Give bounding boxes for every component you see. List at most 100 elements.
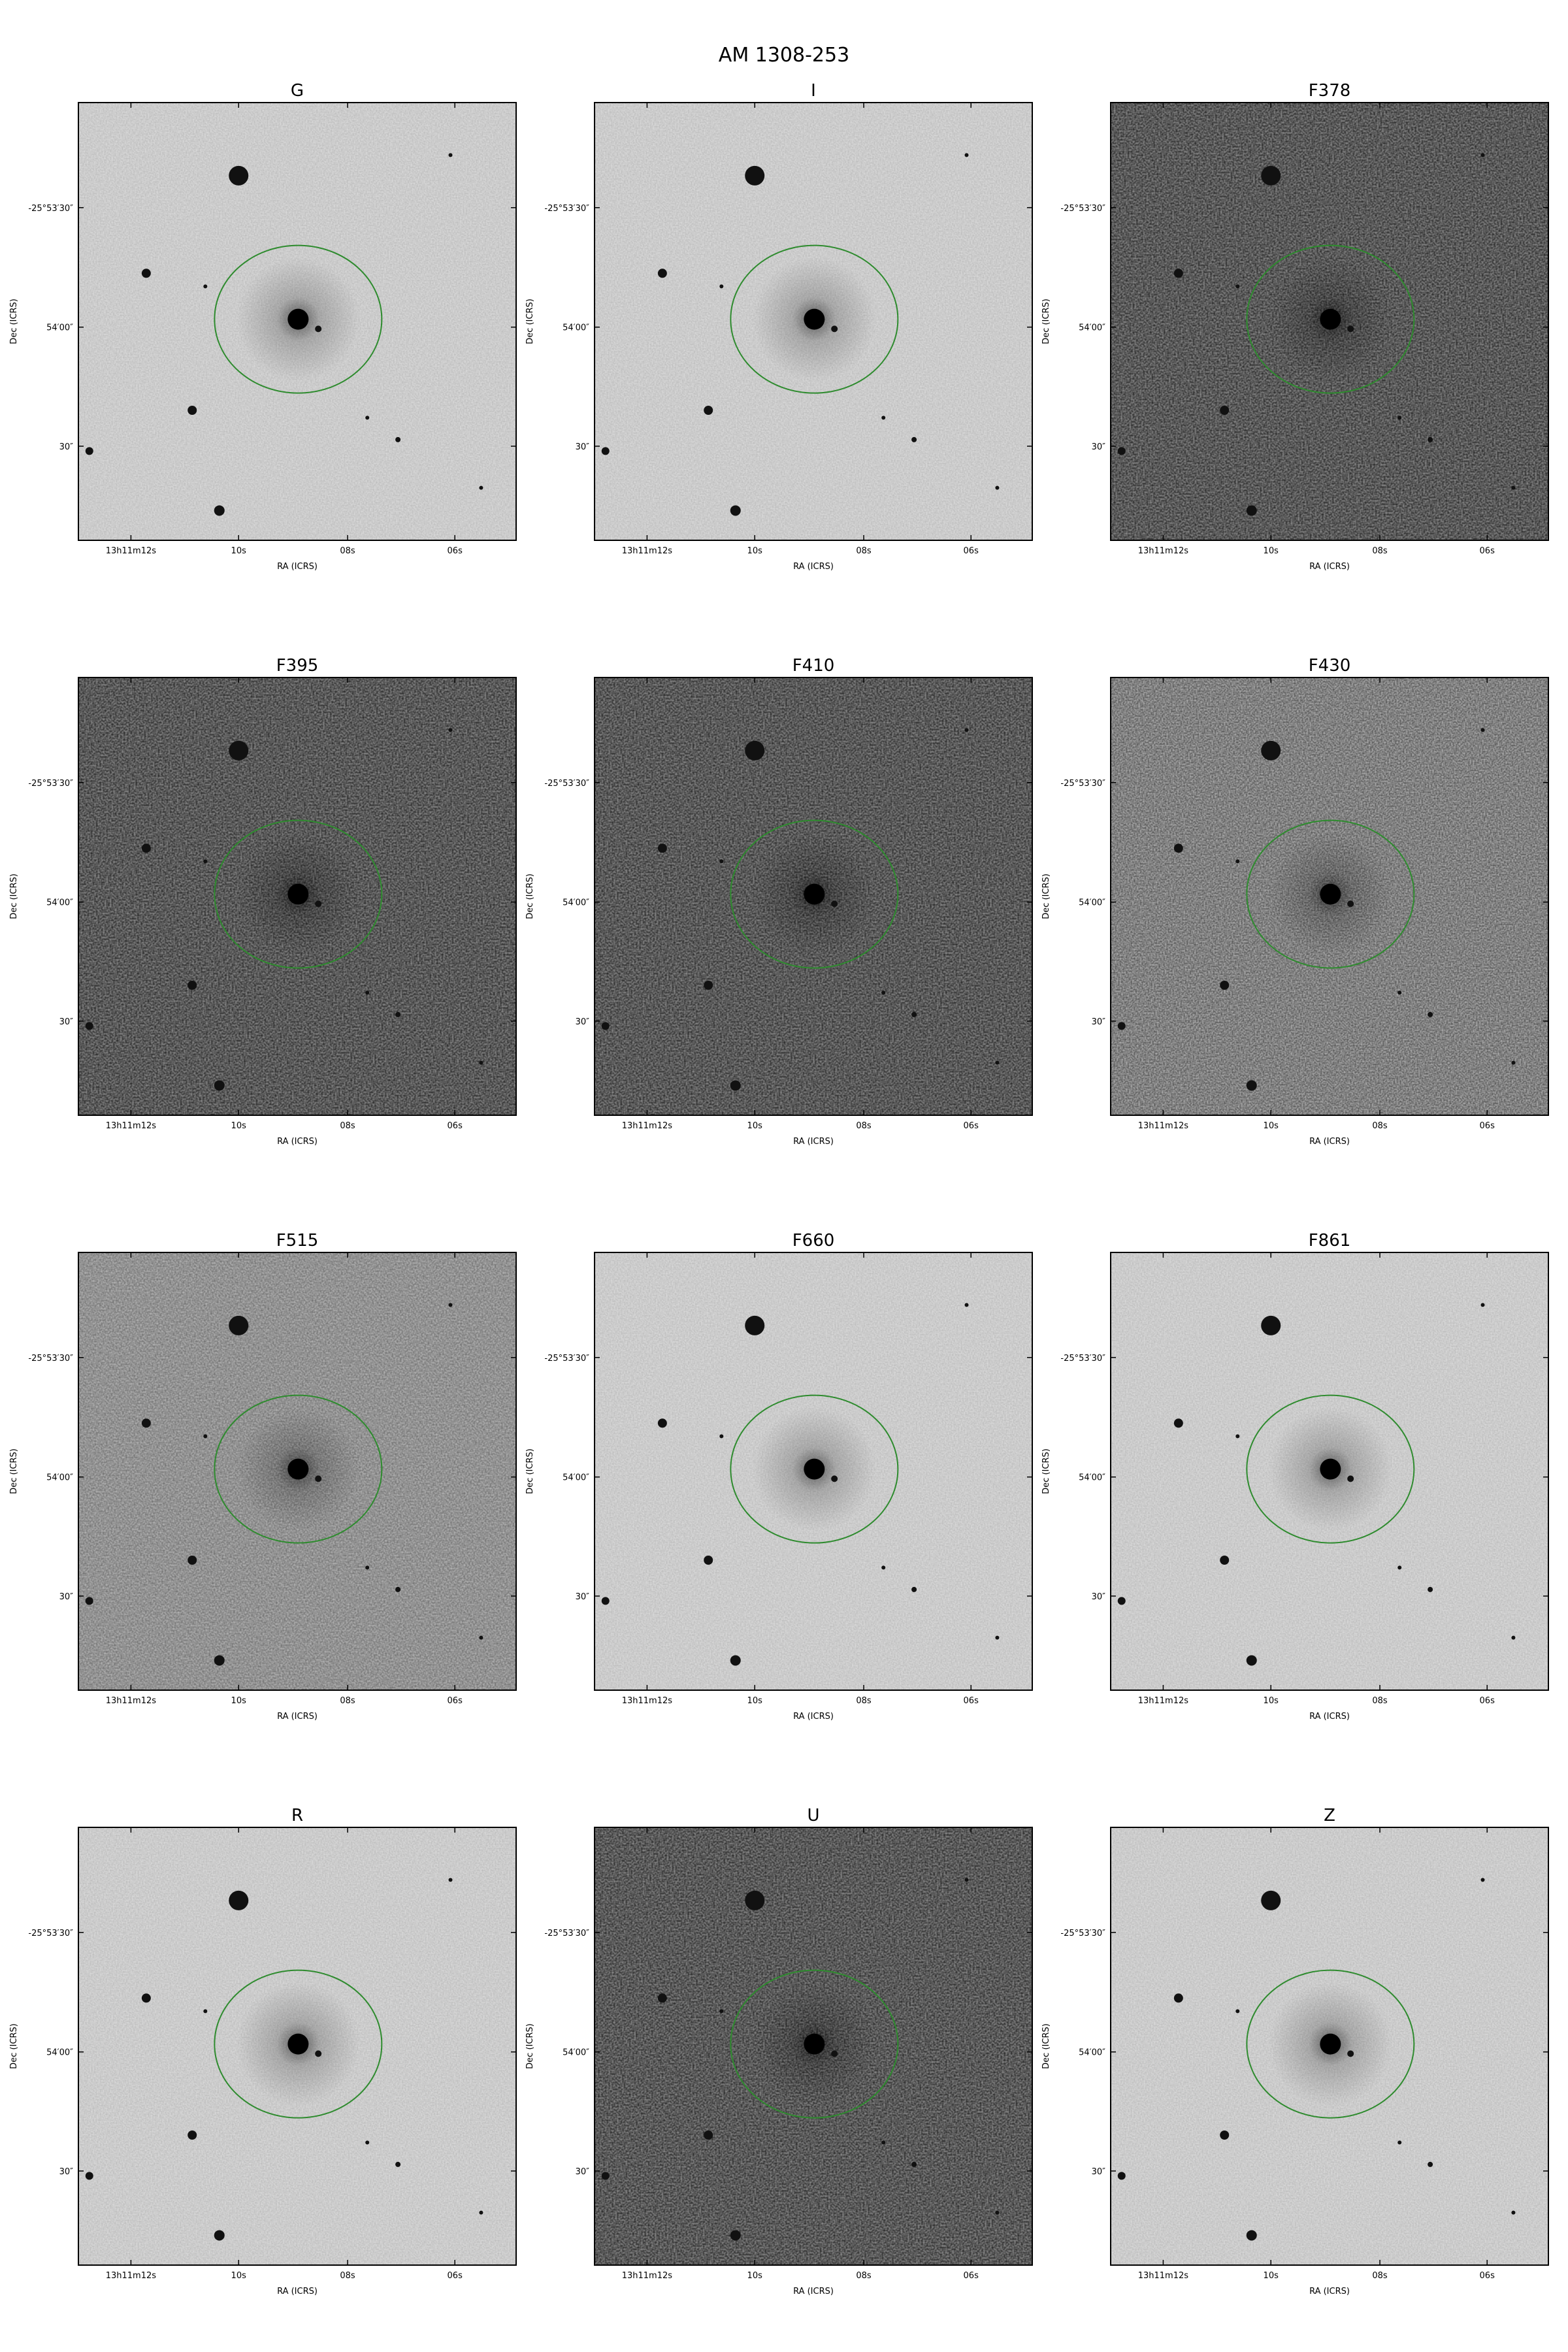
star <box>1511 2210 1516 2215</box>
star <box>601 447 610 455</box>
star <box>203 859 208 864</box>
x-axis-label: RA (ICRS) <box>793 2287 834 2296</box>
y-tick-label: 54′00″ <box>46 323 73 333</box>
axes-frame <box>594 677 1033 1116</box>
x-tick-label: 13h11m12s <box>622 2271 673 2281</box>
x-tick-label: 08s <box>340 1121 355 1131</box>
galaxy-nucleus <box>804 883 825 905</box>
star <box>1220 981 1230 990</box>
star <box>365 2140 370 2145</box>
star <box>881 416 886 420</box>
star <box>719 1434 724 1439</box>
panel-title: F660 <box>792 1231 835 1250</box>
panel-title: U <box>807 1806 819 1825</box>
y-tick-label: -25°53′30″ <box>544 204 589 214</box>
galaxy-nucleus <box>287 1458 309 1480</box>
galaxy-nucleus <box>287 883 309 905</box>
star <box>479 485 483 490</box>
panel-grid: G 13h11m12s 10s 08s 06s -25°53′30″ 54′00″ 30″ RA… <box>9 81 1549 2296</box>
x-tick-label: 10s <box>747 1121 763 1131</box>
axes-frame <box>594 102 1033 541</box>
star <box>85 2172 93 2180</box>
x-tick-label: 08s <box>1372 2271 1388 2281</box>
panel-f395: F395 13h11m12s 10s 08s 06s -25°53′30″ 54′00″ 30… <box>9 656 517 1147</box>
panel-f515: F515 13h11m12s 10s 08s 06s -25°53′30″ 54′00″ 30… <box>9 1231 517 1722</box>
star <box>964 1303 969 1307</box>
star <box>1347 900 1354 907</box>
y-axis-label: Dec (ICRS) <box>525 874 535 919</box>
star <box>448 153 453 157</box>
star <box>964 153 969 157</box>
star <box>1397 416 1402 420</box>
star <box>881 2140 886 2145</box>
star <box>730 2230 741 2241</box>
y-tick-label: 54′00″ <box>1079 898 1105 908</box>
x-tick-label: 06s <box>448 2271 463 2281</box>
star <box>704 2131 713 2140</box>
star <box>911 2161 917 2167</box>
star <box>365 990 370 995</box>
star <box>657 1993 667 2003</box>
star <box>1397 990 1402 995</box>
x-tick-label: 10s <box>1264 2271 1279 2281</box>
star <box>704 406 713 416</box>
panel-r: R 13h11m12s 10s 08s 06s -25°53′30″ 54′00″ 30″ RA… <box>9 1806 517 2296</box>
star <box>1397 1565 1402 1570</box>
panel-z: Z 13h11m12s 10s 08s 06s -25°53′30″ 54′00″ 30″ RA… <box>1041 1806 1549 2296</box>
star <box>479 1635 483 1640</box>
y-axis-label: Dec (ICRS) <box>525 1448 535 1494</box>
star <box>745 165 765 186</box>
y-tick-label: -25°53′30″ <box>1060 1929 1105 1938</box>
star <box>1511 1635 1516 1640</box>
galaxy-nucleus <box>287 308 309 330</box>
panel-title: I <box>811 81 816 101</box>
x-tick-label: 10s <box>231 546 247 556</box>
x-tick-label: 08s <box>1372 546 1388 556</box>
y-tick-label: -25°53′30″ <box>28 1929 73 1938</box>
x-tick-label: 13h11m12s <box>622 1121 673 1131</box>
x-tick-label: 08s <box>1372 1696 1388 1706</box>
x-tick-label: 13h11m12s <box>622 1696 673 1706</box>
x-axis-label: RA (ICRS) <box>277 1712 318 1722</box>
y-tick-label: 30″ <box>1092 442 1106 452</box>
star <box>1347 1475 1354 1482</box>
star <box>719 2009 724 2014</box>
star <box>1173 1418 1183 1428</box>
y-tick-label: 30″ <box>59 1017 74 1027</box>
star <box>911 436 917 442</box>
galaxy-nucleus <box>1320 1458 1341 1480</box>
star <box>395 1586 401 1592</box>
star <box>395 1011 401 1017</box>
x-tick-label: 06s <box>964 546 979 556</box>
x-axis-label: RA (ICRS) <box>1309 1712 1350 1722</box>
galaxy-nucleus <box>804 308 825 330</box>
star <box>601 1022 610 1030</box>
panel-f430: F430 13h11m12s 10s 08s 06s -25°53′30″ 54′00″ 30… <box>1041 656 1549 1147</box>
aperture-ellipse <box>730 1969 899 2119</box>
star <box>1480 1303 1485 1307</box>
star <box>229 1315 249 1335</box>
star <box>1428 1011 1433 1017</box>
panel-title: G <box>291 81 304 101</box>
star <box>1235 2009 1240 2014</box>
star <box>1261 165 1281 186</box>
y-axis-label: Dec (ICRS) <box>9 299 19 344</box>
y-tick-label: 54′00″ <box>1079 1473 1105 1483</box>
x-axis-label: RA (ICRS) <box>1309 1137 1350 1147</box>
star <box>719 859 724 864</box>
star <box>203 284 208 289</box>
x-axis-label: RA (ICRS) <box>793 1137 834 1147</box>
x-tick-label: 08s <box>340 2271 355 2281</box>
y-tick-label: 30″ <box>59 442 74 452</box>
x-tick-label: 08s <box>1372 1121 1388 1131</box>
x-tick-label: 06s <box>448 546 463 556</box>
y-tick-label: -25°53′30″ <box>544 1354 589 1364</box>
x-axis-label: RA (ICRS) <box>793 1712 834 1722</box>
star <box>995 1060 1000 1065</box>
axes-frame <box>78 1827 517 2266</box>
y-tick-label: 54′00″ <box>1079 323 1105 333</box>
star <box>1235 284 1240 289</box>
star <box>1235 1434 1240 1439</box>
y-tick-label: 54′00″ <box>46 2048 73 2058</box>
galaxy-nucleus <box>1320 883 1341 905</box>
